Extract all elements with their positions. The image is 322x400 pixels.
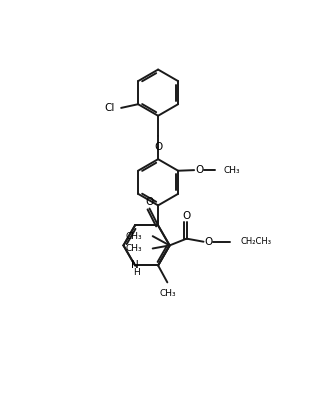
Text: CH₃: CH₃ xyxy=(126,232,143,241)
Text: O: O xyxy=(183,210,191,220)
Text: CH₂CH₃: CH₂CH₃ xyxy=(241,237,271,246)
Text: O: O xyxy=(204,237,213,247)
Text: O: O xyxy=(195,165,204,175)
Text: CH₃: CH₃ xyxy=(224,166,240,175)
Text: CH₃: CH₃ xyxy=(159,288,175,298)
Text: O: O xyxy=(145,197,154,207)
Text: CH₃: CH₃ xyxy=(126,244,143,253)
Text: O: O xyxy=(154,142,162,152)
Text: Cl: Cl xyxy=(104,103,114,113)
Text: H: H xyxy=(133,268,140,277)
Text: N: N xyxy=(131,260,139,270)
